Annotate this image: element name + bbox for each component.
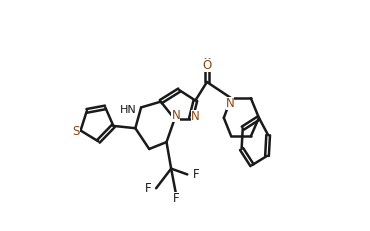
Text: S: S xyxy=(73,125,80,138)
Text: N: N xyxy=(226,97,235,110)
Text: O: O xyxy=(202,59,212,72)
Text: HN: HN xyxy=(120,105,137,115)
Text: F: F xyxy=(145,182,151,195)
Text: F: F xyxy=(172,192,179,205)
Text: F: F xyxy=(192,168,199,181)
Text: N: N xyxy=(171,109,180,122)
Text: N: N xyxy=(191,110,199,123)
